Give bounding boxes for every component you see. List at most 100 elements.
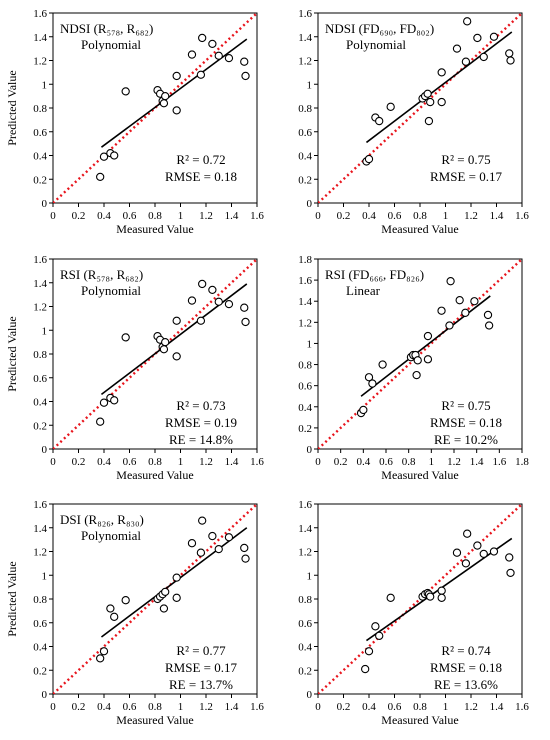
one-to-one-line <box>318 13 522 203</box>
y-tick-label: 0.4 <box>33 151 47 163</box>
y-tick-label: 1.6 <box>298 275 312 287</box>
rmse-label: RMSE = 0.19 <box>165 415 237 430</box>
panel-method-label: Polynomial <box>81 528 141 543</box>
data-point <box>208 285 217 295</box>
data-point <box>452 44 462 53</box>
y-tick-label: 0 <box>42 198 48 210</box>
re-label: RE = 13.7% <box>169 677 233 692</box>
data-point <box>437 593 446 602</box>
data-point <box>505 49 514 58</box>
data-point <box>364 154 374 164</box>
data-point <box>214 297 223 306</box>
chart-panel-2: 0 0.2 0.4 0.6 0.8 1 1.2 1.4 1.6 0 0.2 0.4 0.6 0.8 1 1.2… <box>298 8 529 236</box>
r-squared-label: R² = 0.74 <box>441 643 491 658</box>
data-point <box>96 417 105 426</box>
data-point <box>479 52 488 62</box>
y-tick-label: 0.4 <box>33 642 47 654</box>
data-point <box>106 604 115 613</box>
data-point <box>424 116 434 126</box>
y-tick-label: 0.8 <box>298 594 312 606</box>
y-tick-label: 1.6 <box>298 499 312 511</box>
y-tick-label: 1.6 <box>33 254 47 266</box>
data-point <box>196 70 206 79</box>
fit-line <box>100 527 248 638</box>
data-point <box>99 398 109 407</box>
y-tick-label: 1 <box>42 325 48 337</box>
x-tick-label: 0.4 <box>356 456 370 468</box>
fit-line <box>365 31 513 144</box>
y-tick-label: 1.4 <box>298 32 312 44</box>
data-point <box>96 654 105 663</box>
data-point <box>172 71 181 81</box>
x-tick-label: 0.6 <box>388 210 402 222</box>
y-tick-label: 1.4 <box>298 523 312 535</box>
x-tick-label: 1 <box>443 701 449 713</box>
r-squared-label: R² = 0.72 <box>176 152 225 167</box>
data-point <box>208 531 217 541</box>
x-axis-title: Measured Value <box>116 222 193 236</box>
x-tick-label: 0 <box>50 456 56 468</box>
data-point <box>198 516 207 525</box>
y-tick-label: 0.2 <box>298 174 312 186</box>
data-point <box>214 51 223 60</box>
x-axis-title: Measured Value <box>116 713 193 727</box>
y-tick-label: 1.4 <box>33 32 47 44</box>
chart-panel-3: 0 0.2 0.4 0.6 0.8 1 1.2 1.4 1.6 0 0.2 0.4 0.6 0.8 1 1.2… <box>5 254 264 482</box>
chart-panel-4: 0 0.2 0.4 0.6 0.8 1 1.2 1.4 1.6 1.8 0 0.2 0.4 0.6 0.8 1… <box>298 254 529 482</box>
data-point <box>483 310 493 320</box>
data-point <box>121 333 130 342</box>
data-point <box>161 91 170 101</box>
data-point <box>378 360 387 369</box>
rmse-label: RMSE = 0.18 <box>430 660 502 675</box>
data-point <box>240 57 249 66</box>
y-tick-label: 0.6 <box>298 381 312 393</box>
y-tick-label: 1 <box>42 570 48 582</box>
data-point <box>187 50 197 59</box>
data-point <box>463 17 472 26</box>
x-tick-label: 0.2 <box>334 456 348 468</box>
data-point <box>445 321 454 330</box>
rmse-label: RMSE = 0.18 <box>165 169 237 184</box>
y-tick-label: 0.6 <box>298 127 312 139</box>
data-point <box>489 547 499 556</box>
y-tick-label: 0.4 <box>33 397 47 409</box>
x-tick-label: 0.2 <box>72 456 86 468</box>
y-tick-label: 1.2 <box>298 547 312 559</box>
x-tick-label: 1.6 <box>515 701 529 713</box>
x-axis-title: Measured Value <box>381 713 458 727</box>
x-tick-label: 0.6 <box>123 210 137 222</box>
data-point <box>375 116 384 126</box>
data-point <box>110 612 119 621</box>
data-point <box>240 303 249 312</box>
data-point <box>196 548 206 557</box>
y-tick-label: 1 <box>307 338 313 350</box>
data-point <box>506 568 515 578</box>
data-point <box>224 299 234 309</box>
x-tick-label: 0.6 <box>123 456 137 468</box>
y-tick-label: 1.4 <box>298 296 312 308</box>
x-tick-label: 0.2 <box>337 210 351 222</box>
panel-index-label: RSI (R₅₇₈, R₆₈₂) <box>60 267 143 282</box>
x-tick-label: 1.6 <box>250 456 264 468</box>
x-tick-label: 1 <box>178 701 184 713</box>
one-to-one-line <box>53 504 257 694</box>
y-tick-label: 1.2 <box>33 302 47 314</box>
x-tick-label: 1.6 <box>250 701 264 713</box>
y-tick-label: 0.4 <box>298 642 312 654</box>
data-point <box>505 553 514 562</box>
x-tick-label: 0.4 <box>362 701 376 713</box>
data-point <box>386 593 395 602</box>
y-tick-label: 1 <box>307 79 313 91</box>
re-label: RE = 13.6% <box>434 677 498 692</box>
plot-frame <box>317 258 523 450</box>
x-tick-label: 1 <box>178 456 184 468</box>
x-tick-label: 1.8 <box>515 456 529 468</box>
panel-method-label: Linear <box>346 283 381 298</box>
y-tick-label: 0.2 <box>33 665 47 677</box>
one-to-one-line <box>318 259 522 449</box>
data-point <box>412 370 421 380</box>
chart-panel-6: 0 0.2 0.4 0.6 0.8 1 1.2 1.4 1.6 0 0.2 0.4 0.6 0.8 1 1.2… <box>298 499 529 727</box>
data-point <box>437 586 446 595</box>
x-tick-label: 0.4 <box>362 210 376 222</box>
